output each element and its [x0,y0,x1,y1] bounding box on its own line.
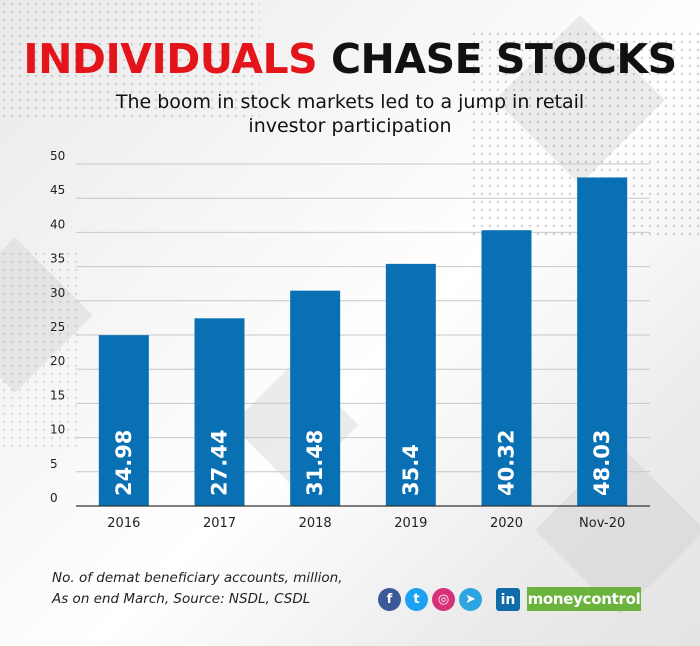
y-tick-label: 45 [50,183,65,197]
chart-title: INDIVIDUALS CHASE STOCKS [0,34,700,84]
bar-data-label: 27.44 [208,430,232,496]
background-dots [0,250,80,450]
linkedin-icon[interactable]: in [496,588,520,611]
footnote-line-1: No. of demat beneficiary accounts, milli… [52,570,343,586]
facebook-icon[interactable]: f [378,588,401,611]
x-tick-label: 2017 [203,516,236,531]
bar [481,230,532,507]
y-tick-label: 10 [50,423,65,437]
instagram-icon[interactable]: ◎ [432,588,455,611]
moneycontrol-logo[interactable]: moneycontrol [527,587,641,611]
bar-data-label: 35.4 [399,444,423,496]
social-links: f t ◎ ➤ [378,588,482,611]
bar [98,335,149,506]
background-dots [0,0,260,120]
chart-title-rest: CHASE STOCKS [330,35,677,83]
bar-data-label: 40.32 [495,430,519,496]
twitter-icon[interactable]: t [405,588,428,611]
chart-footnote: No. of demat beneficiary accounts, milli… [52,568,343,610]
telegram-icon[interactable]: ➤ [459,588,482,611]
x-tick-label: 2019 [394,516,427,531]
bar [290,290,341,506]
bar-data-label: 31.48 [303,430,327,496]
x-tick-label: Nov-20 [579,516,625,531]
y-tick-label: 30 [50,286,65,300]
bar [194,318,245,506]
y-tick-label: 5 [50,457,58,471]
x-tick-label: 2020 [490,516,523,531]
y-tick-label: 20 [50,354,65,368]
bar-data-label: 24.98 [112,430,136,496]
y-tick-label: 40 [50,217,65,231]
footnote-line-2: As on end March, Source: NSDL, CSDL [52,591,311,607]
y-tick-label: 15 [50,388,65,402]
chart-subtitle: The boom in stock markets led to a jump … [115,91,585,137]
bar-data-label: 48.03 [590,430,614,496]
y-tick-label: 35 [50,252,65,266]
bar-chart: 0 5 10 15 20 25 30 35 40 45 50 24.98 2016 27.44 2017 31… [50,149,650,531]
y-tick-label: 50 [50,149,65,163]
bar [577,177,628,506]
x-tick-label: 2018 [299,516,332,531]
y-tick-label: 25 [50,320,65,334]
y-tick-label: 0 [50,491,58,505]
bar [385,263,436,506]
x-tick-label: 2016 [107,516,140,531]
chart-title-highlight: INDIVIDUALS [23,35,318,83]
